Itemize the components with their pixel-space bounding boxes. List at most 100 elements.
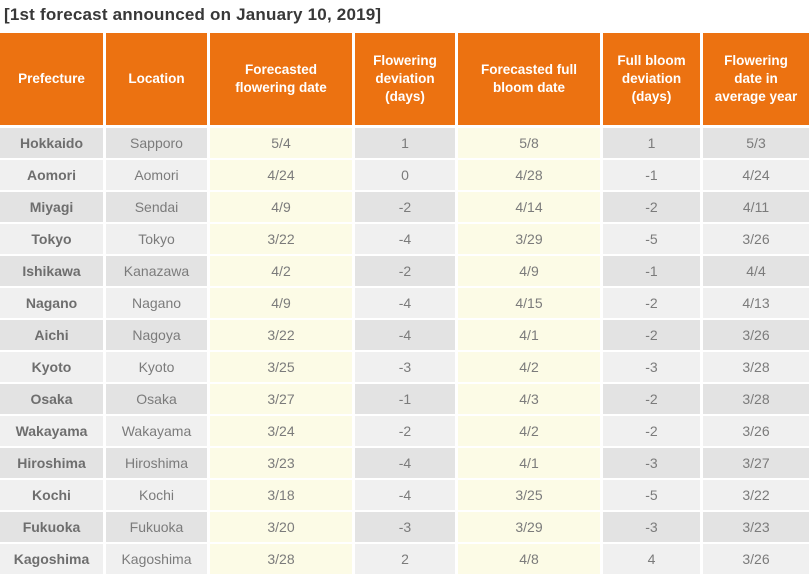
cell-full-bloom-deviation: -1 [603,256,700,286]
cell-prefecture: Tokyo [0,224,103,254]
cell-location: Kyoto [106,352,207,382]
table-row: Miyagi Sendai 4/9 -2 4/14 -2 4/11 [0,192,809,222]
cell-forecasted-flowering-date: 4/9 [210,192,352,222]
cell-flowering-deviation: -2 [355,192,455,222]
cell-prefecture: Ishikawa [0,256,103,286]
header-cell-flowering-deviation: Flowering deviation (days) [355,33,455,125]
cell-full-bloom-deviation: -5 [603,224,700,254]
cell-forecasted-full-bloom-date: 4/15 [458,288,600,318]
cell-average-year-date: 3/27 [703,448,809,478]
cell-forecasted-full-bloom-date: 3/29 [458,512,600,542]
cell-forecasted-flowering-date: 3/27 [210,384,352,414]
table-row: Fukuoka Fukuoka 3/20 -3 3/29 -3 3/23 [0,512,809,542]
cell-forecasted-flowering-date: 5/4 [210,128,352,158]
cell-average-year-date: 3/26 [703,544,809,574]
cell-full-bloom-deviation: -2 [603,384,700,414]
cell-flowering-deviation: -3 [355,352,455,382]
cell-average-year-date: 3/26 [703,416,809,446]
cell-flowering-deviation: -2 [355,416,455,446]
cell-average-year-date: 3/26 [703,320,809,350]
cell-average-year-date: 4/13 [703,288,809,318]
table-row: Hokkaido Sapporo 5/4 1 5/8 1 5/3 [0,128,809,158]
cell-full-bloom-deviation: -2 [603,288,700,318]
header-cell-full-bloom-deviation: Full bloom deviation (days) [603,33,700,125]
cell-forecasted-flowering-date: 4/2 [210,256,352,286]
cell-full-bloom-deviation: 1 [603,128,700,158]
cell-full-bloom-deviation: -3 [603,512,700,542]
cell-prefecture: Wakayama [0,416,103,446]
cell-forecasted-full-bloom-date: 4/3 [458,384,600,414]
cell-location: Kanazawa [106,256,207,286]
cell-average-year-date: 4/4 [703,256,809,286]
cell-forecasted-flowering-date: 3/28 [210,544,352,574]
cell-forecasted-full-bloom-date: 4/9 [458,256,600,286]
cell-forecasted-flowering-date: 3/18 [210,480,352,510]
cell-forecasted-full-bloom-date: 5/8 [458,128,600,158]
table-row: Wakayama Wakayama 3/24 -2 4/2 -2 3/26 [0,416,809,446]
table-row: Hiroshima Hiroshima 3/23 -4 4/1 -3 3/27 [0,448,809,478]
cell-forecasted-full-bloom-date: 3/25 [458,480,600,510]
cell-prefecture: Kochi [0,480,103,510]
cell-location: Sapporo [106,128,207,158]
cell-forecasted-full-bloom-date: 4/2 [458,416,600,446]
cell-prefecture: Osaka [0,384,103,414]
cell-prefecture: Nagano [0,288,103,318]
cell-forecasted-flowering-date: 4/9 [210,288,352,318]
table-row: Ishikawa Kanazawa 4/2 -2 4/9 -1 4/4 [0,256,809,286]
cell-flowering-deviation: 2 [355,544,455,574]
header-cell-average-year-date: Flowering date in average year [703,33,809,125]
cell-forecasted-full-bloom-date: 4/8 [458,544,600,574]
cell-prefecture: Fukuoka [0,512,103,542]
cell-prefecture: Hokkaido [0,128,103,158]
table-row: Aomori Aomori 4/24 0 4/28 -1 4/24 [0,160,809,190]
cell-prefecture: Aichi [0,320,103,350]
cell-flowering-deviation: -4 [355,320,455,350]
cell-forecasted-full-bloom-date: 4/1 [458,320,600,350]
cell-location: Aomori [106,160,207,190]
cell-prefecture: Aomori [0,160,103,190]
cell-flowering-deviation: -4 [355,288,455,318]
cell-flowering-deviation: -3 [355,512,455,542]
table-header-row: Prefecture Location Forecasted flowering… [0,33,809,125]
header-cell-location: Location [106,33,207,125]
page-title: [1st forecast announced on January 10, 2… [4,5,382,24]
cell-average-year-date: 3/23 [703,512,809,542]
cell-prefecture: Hiroshima [0,448,103,478]
cell-forecasted-flowering-date: 3/20 [210,512,352,542]
cell-average-year-date: 4/11 [703,192,809,222]
cell-forecasted-flowering-date: 3/22 [210,224,352,254]
table-row: Nagano Nagano 4/9 -4 4/15 -2 4/13 [0,288,809,318]
header-cell-forecasted-flowering-date: Forecasted flowering date [210,33,352,125]
cell-forecasted-flowering-date: 3/25 [210,352,352,382]
table-row: Kochi Kochi 3/18 -4 3/25 -5 3/22 [0,480,809,510]
forecast-table: Prefecture Location Forecasted flowering… [0,33,809,574]
cell-forecasted-flowering-date: 3/23 [210,448,352,478]
cell-average-year-date: 5/3 [703,128,809,158]
cell-forecasted-full-bloom-date: 3/29 [458,224,600,254]
cell-average-year-date: 3/22 [703,480,809,510]
cell-forecasted-full-bloom-date: 4/14 [458,192,600,222]
cell-full-bloom-deviation: -2 [603,192,700,222]
cell-full-bloom-deviation: -3 [603,448,700,478]
table-row: Aichi Nagoya 3/22 -4 4/1 -2 3/26 [0,320,809,350]
cell-full-bloom-deviation: -2 [603,320,700,350]
cell-prefecture: Miyagi [0,192,103,222]
cell-flowering-deviation: 0 [355,160,455,190]
cell-prefecture: Kagoshima [0,544,103,574]
cell-flowering-deviation: -2 [355,256,455,286]
cell-forecasted-flowering-date: 3/24 [210,416,352,446]
cell-flowering-deviation: -4 [355,480,455,510]
cell-full-bloom-deviation: -2 [603,416,700,446]
cell-location: Kochi [106,480,207,510]
table-row: Osaka Osaka 3/27 -1 4/3 -2 3/28 [0,384,809,414]
cell-flowering-deviation: -4 [355,448,455,478]
table-row: Tokyo Tokyo 3/22 -4 3/29 -5 3/26 [0,224,809,254]
cell-flowering-deviation: 1 [355,128,455,158]
cell-location: Nagoya [106,320,207,350]
cell-average-year-date: 3/28 [703,384,809,414]
cell-location: Fukuoka [106,512,207,542]
cell-full-bloom-deviation: -5 [603,480,700,510]
cell-average-year-date: 4/24 [703,160,809,190]
cell-location: Kagoshima [106,544,207,574]
cell-location: Hiroshima [106,448,207,478]
